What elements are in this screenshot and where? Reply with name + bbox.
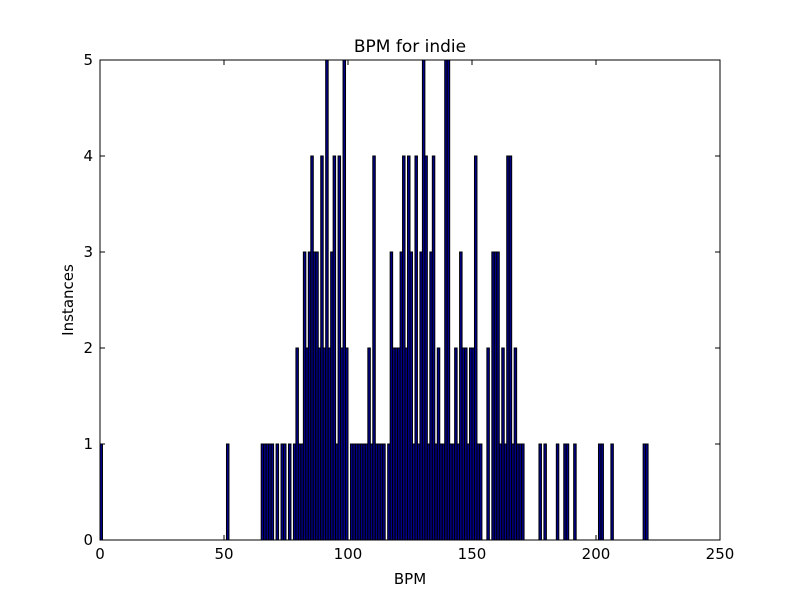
bar — [555, 443, 560, 541]
bar — [565, 443, 570, 541]
bar — [283, 443, 287, 541]
x-tick-label: 150 — [458, 545, 487, 563]
bar — [600, 443, 604, 541]
bar — [270, 443, 275, 541]
y-tick-label: 3 — [83, 243, 93, 261]
bar — [275, 443, 280, 541]
bar — [345, 347, 349, 541]
x-tick-label: 100 — [334, 545, 363, 563]
bar — [521, 443, 525, 541]
x-tick-label: 200 — [582, 545, 611, 563]
bar — [543, 443, 547, 541]
bar — [382, 443, 386, 541]
x-tick-label: 0 — [95, 545, 105, 563]
y-tick-label: 5 — [83, 51, 93, 69]
x-tick-label: 250 — [706, 545, 735, 563]
bar — [225, 443, 230, 541]
y-tick-label: 2 — [83, 339, 93, 357]
y-tick-label: 0 — [83, 531, 93, 549]
x-tick-label: 50 — [214, 545, 233, 563]
chart-title: BPM for indie — [354, 37, 466, 57]
bar — [486, 347, 490, 541]
y-tick-label: 4 — [83, 147, 93, 165]
bar — [287, 443, 292, 541]
bar — [478, 443, 483, 541]
y-tick-label: 1 — [83, 435, 93, 453]
bar — [573, 443, 577, 541]
plot-area-frame — [99, 59, 721, 541]
bar — [645, 443, 649, 541]
bar — [610, 443, 614, 541]
y-axis-ticks: 0 1 2 3 4 5 — [83, 51, 720, 549]
x-axis-label: BPM — [394, 570, 426, 588]
y-axis-label: Instances — [59, 264, 77, 336]
x-axis-ticks: 0 50 100 150 200 250 — [95, 60, 734, 563]
bar — [538, 443, 542, 541]
